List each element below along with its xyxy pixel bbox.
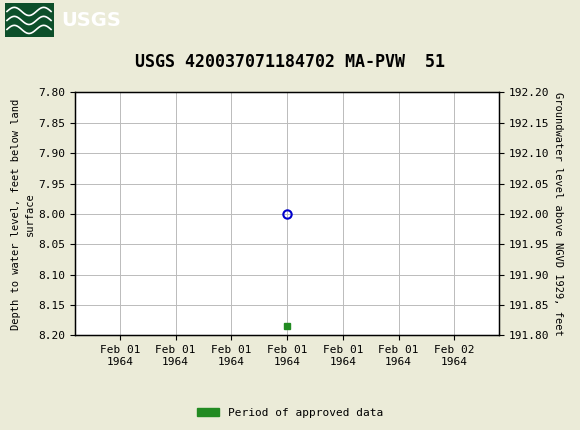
FancyBboxPatch shape	[5, 3, 54, 37]
Legend: Period of approved data: Period of approved data	[193, 403, 387, 422]
Y-axis label: Groundwater level above NGVD 1929, feet: Groundwater level above NGVD 1929, feet	[553, 92, 563, 336]
Text: USGS: USGS	[61, 11, 121, 30]
Y-axis label: Depth to water level, feet below land
surface: Depth to water level, feet below land su…	[12, 98, 35, 329]
Text: USGS 420037071184702 MA-PVW  51: USGS 420037071184702 MA-PVW 51	[135, 53, 445, 71]
